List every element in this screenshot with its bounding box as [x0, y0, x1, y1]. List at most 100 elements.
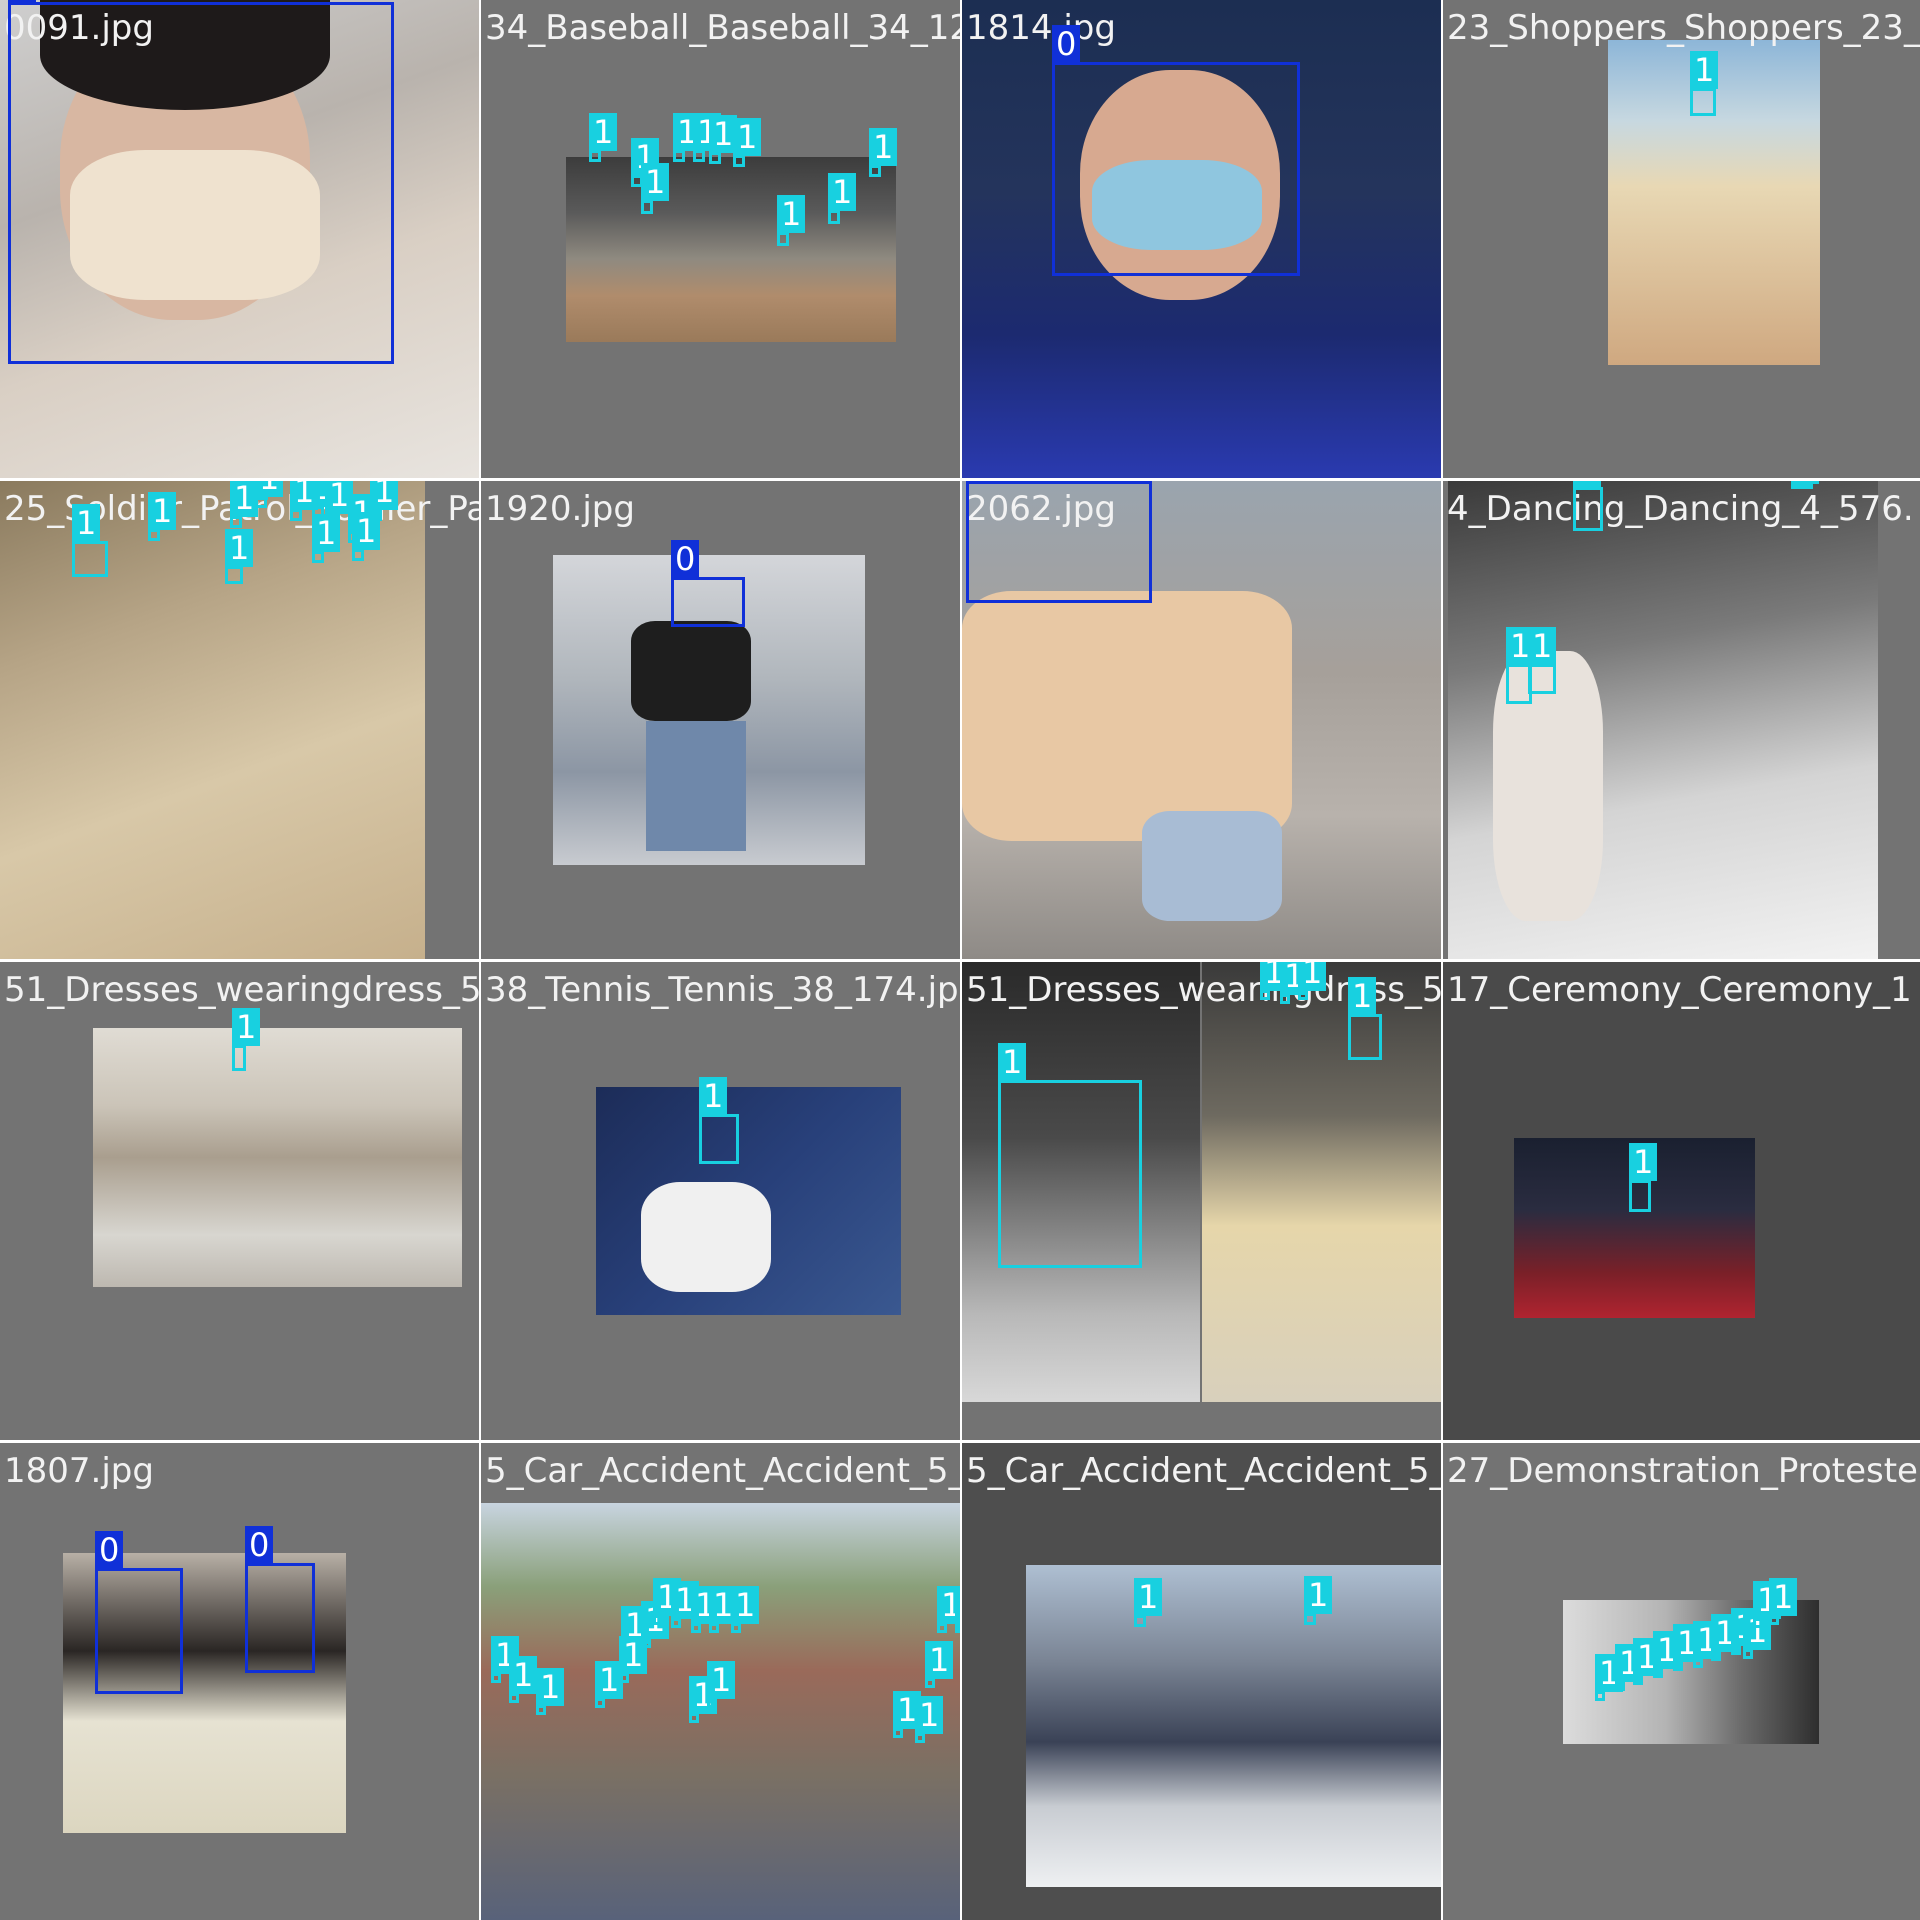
white-shirt: [641, 1182, 771, 1292]
tile-dresses-530: 51_Dresses_wearingdress_51_530.jpg 1 1 1…: [962, 962, 1441, 1440]
detection-box-class-0: 0: [245, 1526, 315, 1673]
detection-box-class-1: 1: [1573, 481, 1603, 531]
detection-box-class-0: 0: [8, 0, 394, 364]
detection-box-class-1: 1: [1615, 1644, 1644, 1691]
tile-car-accident-204: 5_Car_Accident_Accident_5_204.jpg 1 1 1 …: [481, 1443, 960, 1920]
detection-box-class-1: 1: [290, 481, 319, 521]
tile-baseball: 34_Baseball_Baseball_34_1281.jpg 1 1 1 1…: [481, 0, 960, 478]
photo-hooded-man-right: [208, 1553, 346, 1833]
tile-filename: 17_Ceremony_Ceremony_1: [1447, 970, 1912, 1010]
detection-box-class-1: 1: [1673, 1624, 1702, 1671]
detection-box-class-1: 1: [491, 1636, 520, 1683]
detection-box-class-1: 1: [1690, 51, 1719, 116]
detection-box-class-0: 0: [1052, 25, 1300, 276]
detection-box-class-1: 1: [998, 1043, 1142, 1268]
mask-shape: [70, 150, 320, 300]
tile-filename: 0091.jpg: [4, 8, 154, 48]
detection-box-class-1: 1: [1753, 1581, 1782, 1628]
tile-demonstration: 27_Demonstration_Protesters 1 1 1 1 1 1 …: [1443, 1443, 1920, 1920]
detection-box-class-1: 1: [1653, 1631, 1682, 1678]
detection-box-class-0: 0: [95, 1531, 183, 1694]
detection-box-class-1: 1: [225, 529, 254, 584]
photo-crowd-accident: [481, 1503, 960, 1920]
tile-shoppers: 23_Shoppers_Shoppers_23_ 1: [1443, 0, 1920, 478]
tile-1920: 1920.jpg 0: [481, 481, 960, 959]
detection-box-class-1: 1: [828, 173, 857, 224]
detection-box-class-1: 1: [689, 1676, 718, 1723]
detection-box-class-1: 1: [915, 1696, 944, 1743]
tile-filename: 34_Baseball_Baseball_34_1281.jpg: [485, 8, 960, 48]
tile-filename: 5_Car_Accident_Accident_5_204.jpg: [485, 1451, 960, 1491]
detection-box-class-1: 1: [536, 1668, 565, 1715]
photo-office: [93, 1028, 462, 1287]
tile-filename: 1814.jpg: [966, 8, 1116, 48]
hair-shape: [40, 0, 330, 110]
tile-filename: 27_Demonstration_Protesters: [1447, 1451, 1920, 1491]
blue-mask: [1092, 160, 1262, 250]
detection-box-class-1: 1: [1304, 1576, 1333, 1625]
detection-box-class-1: 1: [352, 512, 381, 561]
tile-tennis: 38_Tennis_Tennis_38_174.jpg 1: [481, 962, 960, 1440]
detection-box-class-0: 0: [671, 540, 745, 627]
detection-box-class-1: 1: [691, 1586, 720, 1633]
detection-box-class-1: 1: [1260, 962, 1289, 1000]
detection-box-class-1: 1: [1633, 1638, 1662, 1685]
tile-filename: 1920.jpg: [485, 489, 635, 529]
detection-box-class-1: 1: [937, 1586, 960, 1633]
detection-box-class-1: 1: [1629, 1143, 1658, 1212]
black-shirt: [631, 621, 751, 721]
detection-box-class-1: 1: [869, 128, 898, 177]
detection-box-class-1: 1: [955, 1586, 960, 1633]
photo-woman-in-dress: [1202, 962, 1441, 1402]
detection-box-class-1: 1: [1298, 962, 1327, 1000]
detection-box-class-1: 1: [671, 1581, 700, 1628]
detection-box-class-1: 1: [733, 118, 762, 167]
detection-box-class-1: 1: [72, 504, 108, 577]
detection-box-class-1: 1: [230, 481, 259, 528]
detection-box-class-1: 1: [1280, 962, 1309, 1004]
detection-box-class-1: 1: [1348, 977, 1382, 1060]
detection-box-class-1: 1: [641, 163, 670, 214]
detection-box-class-1: 1: [589, 113, 618, 162]
detection-box-class-1: 1: [709, 1586, 738, 1633]
tile-dancing: 4_Dancing_Dancing_4_576. 1 1 1 1: [1443, 481, 1920, 959]
detection-box-class-1: 1: [509, 1656, 538, 1703]
photo-crashed-car: [1026, 1565, 1441, 1887]
detection-box-class-1: 1: [1711, 1614, 1740, 1661]
tile-1807: 1807.jpg 0 0: [0, 1443, 479, 1920]
tile-filename: 1807.jpg: [4, 1451, 154, 1491]
detection-box-class-1: 1: [1731, 1608, 1760, 1655]
detection-box-class-1: 1: [699, 1077, 739, 1164]
photo-smiling-woman: [962, 962, 1200, 1402]
detection-box-class-1: 1: [1769, 1578, 1798, 1625]
detection-box-class-1: 1: [925, 1641, 954, 1688]
tile-2062: 2062.jpg 0: [962, 481, 1441, 959]
tile-dresses-118: 51_Dresses_wearingdress_51_118.jpg 1: [0, 962, 479, 1440]
detection-box-class-1: 1: [1791, 481, 1820, 489]
detection-box-class-1: 1: [731, 1586, 760, 1633]
tile-filename: 4_Dancing_Dancing_4_576.: [1447, 489, 1914, 529]
detection-box-class-1: 1: [1134, 1578, 1163, 1627]
detection-box-class-1: 1: [707, 1661, 736, 1708]
tile-filename: 5_Car_Accident_Accident_5_768.jpg: [966, 1451, 1441, 1491]
tile-filename: 51_Dresses_wearingdress_51_118.jpg: [4, 970, 479, 1010]
detection-box-class-1: 1: [1693, 1621, 1722, 1668]
detection-box-class-1: 1: [148, 492, 177, 541]
handbag: [1142, 811, 1282, 921]
tile-0091: 0091.jpg 0: [0, 0, 479, 478]
dancing-couple: [1493, 651, 1603, 921]
detection-box-class-1: 1: [312, 514, 341, 563]
detection-box-class-1: 1: [1528, 627, 1557, 694]
detection-box-class-1: 1: [777, 195, 806, 246]
tile-ceremony: 17_Ceremony_Ceremony_1 1: [1443, 962, 1920, 1440]
detection-box-class-1: 1: [641, 1601, 670, 1648]
detection-box-class-1: 1: [232, 1008, 261, 1071]
detection-box-class-1: 1: [653, 1578, 682, 1625]
detection-box-class-1: 1: [673, 113, 702, 162]
tile-1814: 1814.jpg 0: [962, 0, 1441, 478]
beige-sweater: [962, 591, 1292, 841]
detection-box-class-1: 1: [693, 113, 722, 162]
detection-box-class-1: 1: [893, 1691, 922, 1738]
detection-box-class-1: 1: [595, 1661, 624, 1708]
